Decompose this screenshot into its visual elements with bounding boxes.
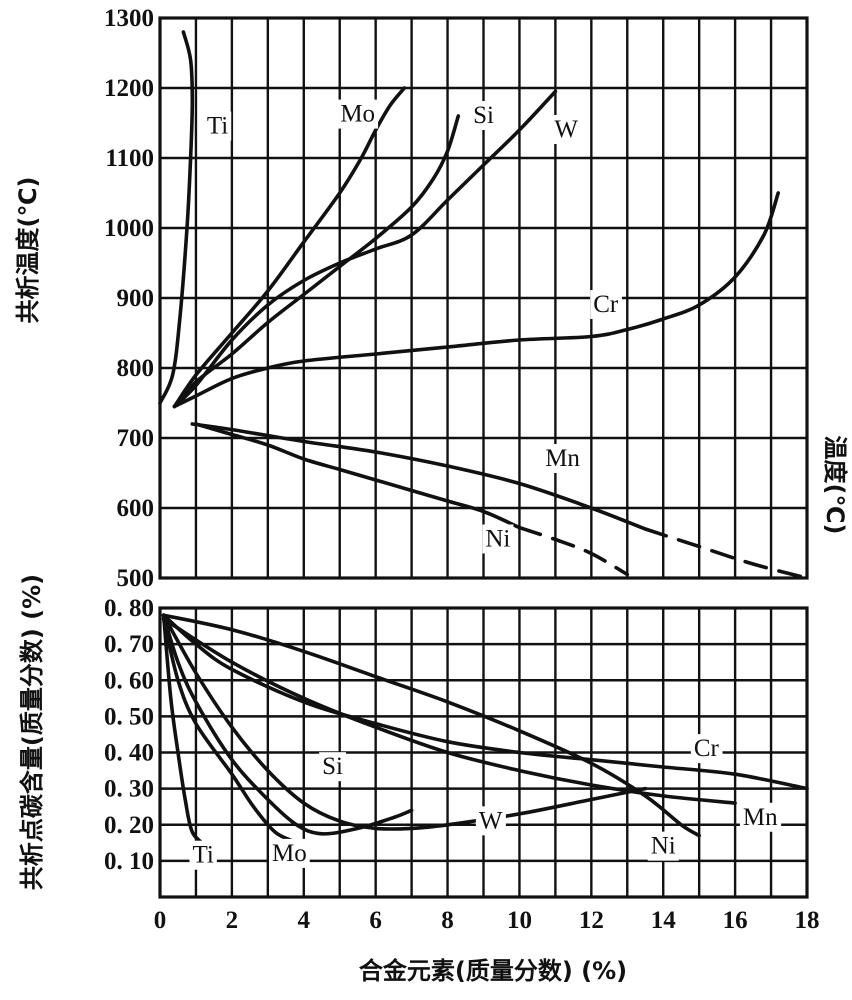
top-label-bg-ni (482, 524, 514, 554)
bottom-label-bg-ti (189, 840, 217, 870)
x-tick: 16 (723, 907, 748, 934)
bottom-label-w: W (479, 807, 503, 834)
top-curve-mn (190, 422, 648, 531)
x-tick: 6 (369, 907, 382, 934)
bottom-label-si: Si (322, 753, 343, 780)
x-tick: 8 (441, 907, 454, 934)
x-tick: 2 (226, 907, 239, 934)
bottom-label-bg-w (475, 806, 506, 836)
bottom-y-tick: 0. 70 (104, 631, 154, 658)
bottom-label-cr: Cr (694, 735, 720, 762)
top-label-cr: Cr (593, 291, 619, 318)
bottom-y-tick: 0. 40 (104, 740, 154, 767)
top-y-tick: 600 (117, 495, 155, 522)
top-label-bg-mn (542, 444, 584, 473)
x-tick: 18 (795, 907, 820, 934)
bottom-panel-curves (161, 613, 809, 849)
bottom-curve-ni (161, 613, 701, 838)
top-y-tick: 1200 (104, 75, 154, 102)
bottom-y-axis-title: 共析点碳含量(质量分数) (%) (18, 574, 46, 890)
top-panel-series-labels: Ti Mo Si W Cr Mn Ni (203, 99, 622, 554)
bottom-y-tick: 0. 20 (104, 812, 154, 839)
top-y-tick: 1000 (104, 215, 154, 242)
top-y-axis-title: 共析温度(℃) (14, 177, 42, 324)
bottom-y-tick: 0. 50 (104, 703, 154, 730)
x-tick: 10 (507, 907, 532, 934)
top-label-mn: Mn (545, 445, 580, 472)
top-curve-si (172, 114, 461, 409)
x-tick: 12 (579, 907, 604, 934)
x-tick: 14 (651, 907, 677, 934)
top-curve-mo (172, 86, 407, 409)
top-label-bg-mo (337, 99, 379, 129)
top-label-bg-cr (590, 290, 622, 319)
top-y-tick: 800 (117, 355, 155, 382)
top-label-ni: Ni (485, 526, 510, 553)
top-y-tick: 1300 (104, 5, 154, 32)
bottom-panel-series-labels: Ti Mo Si W Cr Mn Ni (189, 734, 782, 870)
top-label-w: W (554, 116, 578, 143)
bottom-curve-mo (161, 617, 295, 843)
x-axis-title: 合金元素(质量分数) (%) (359, 957, 627, 985)
bottom-curve-ti (161, 613, 209, 849)
bottom-curve-w (161, 613, 648, 831)
bottom-y-tick: 0. 30 (104, 776, 154, 803)
bottom-label-mo: Mo (272, 840, 307, 867)
bottom-curve-mn (161, 617, 737, 805)
top-right-axis-title: 温度(℃) (821, 436, 849, 535)
top-y-tick: 1100 (105, 145, 154, 172)
bottom-y-tick: 0. 80 (104, 595, 154, 622)
bottom-y-tick: 0. 60 (104, 667, 154, 694)
top-label-ti: Ti (207, 113, 228, 140)
top-curve-mn-dashed (643, 527, 809, 580)
top-curve-w (172, 89, 558, 409)
x-tick: 0 (154, 907, 167, 934)
x-tick: 4 (298, 907, 311, 934)
bottom-panel-y-ticks: 0. 80 0. 70 0. 60 0. 50 0. 40 0. 30 0. 20 0. 10 (104, 595, 154, 875)
x-axis-ticks: 0 2 4 6 8 10 12 14 16 18 (154, 907, 820, 934)
bottom-label-mn: Mn (743, 804, 778, 831)
top-label-bg-ti (203, 111, 232, 141)
top-label-si: Si (473, 102, 494, 129)
top-y-tick: 500 (117, 565, 155, 592)
bottom-label-ni: Ni (651, 833, 676, 860)
top-curve-cr (172, 191, 780, 409)
bottom-curve-si (161, 613, 414, 836)
top-label-mo: Mo (340, 101, 375, 128)
bottom-curve-cr (161, 613, 809, 791)
bottom-label-bg-mn (739, 802, 782, 832)
top-curve-ti (158, 30, 195, 405)
bottom-plot-frame (158, 606, 809, 899)
bottom-label-ti: Ti (192, 842, 213, 869)
top-label-bg-w (551, 115, 582, 144)
top-y-tick: 700 (117, 425, 155, 452)
bottom-y-tick: 0. 10 (104, 848, 154, 875)
bottom-label-bg-si (319, 752, 347, 782)
top-plot-frame (158, 16, 809, 580)
top-curve-ni (194, 422, 522, 530)
top-panel-y-ticks: 1300 1200 1100 1000 900 800 700 600 500 (104, 5, 154, 592)
top-label-bg-si (470, 101, 497, 130)
bottom-label-bg-cr (690, 734, 723, 764)
bottom-label-bg-mo (269, 838, 310, 868)
top-panel-curves (158, 30, 809, 580)
top-y-tick: 900 (117, 285, 155, 312)
top-curve-ni-dashed (517, 525, 630, 577)
bottom-label-bg-ni (647, 831, 679, 861)
